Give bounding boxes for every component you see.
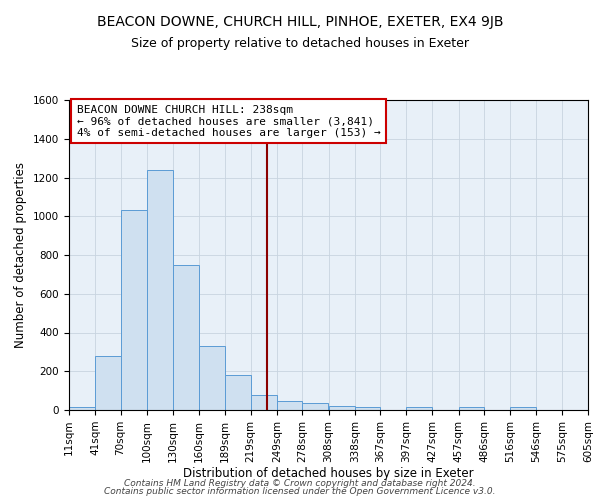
Y-axis label: Number of detached properties: Number of detached properties xyxy=(14,162,28,348)
Text: Contains HM Land Registry data © Crown copyright and database right 2024.: Contains HM Land Registry data © Crown c… xyxy=(124,478,476,488)
Bar xyxy=(173,264,199,410)
Bar xyxy=(329,406,355,410)
X-axis label: Distribution of detached houses by size in Exeter: Distribution of detached houses by size … xyxy=(183,468,474,480)
Bar xyxy=(147,170,173,410)
Text: BEACON DOWNE CHURCH HILL: 238sqm
← 96% of detached houses are smaller (3,841)
4%: BEACON DOWNE CHURCH HILL: 238sqm ← 96% o… xyxy=(77,104,380,138)
Text: Contains public sector information licensed under the Open Government Licence v3: Contains public sector information licen… xyxy=(104,487,496,496)
Bar xyxy=(277,402,302,410)
Bar xyxy=(406,407,433,410)
Text: Size of property relative to detached houses in Exeter: Size of property relative to detached ho… xyxy=(131,38,469,51)
Bar xyxy=(69,407,95,410)
Bar xyxy=(458,407,484,410)
Bar xyxy=(199,346,224,410)
Bar xyxy=(224,375,251,410)
Bar xyxy=(251,394,277,410)
Bar xyxy=(95,356,121,410)
Bar xyxy=(121,210,147,410)
Bar xyxy=(510,407,536,410)
Bar xyxy=(302,403,329,410)
Bar xyxy=(355,407,380,410)
Text: BEACON DOWNE, CHURCH HILL, PINHOE, EXETER, EX4 9JB: BEACON DOWNE, CHURCH HILL, PINHOE, EXETE… xyxy=(97,15,503,29)
